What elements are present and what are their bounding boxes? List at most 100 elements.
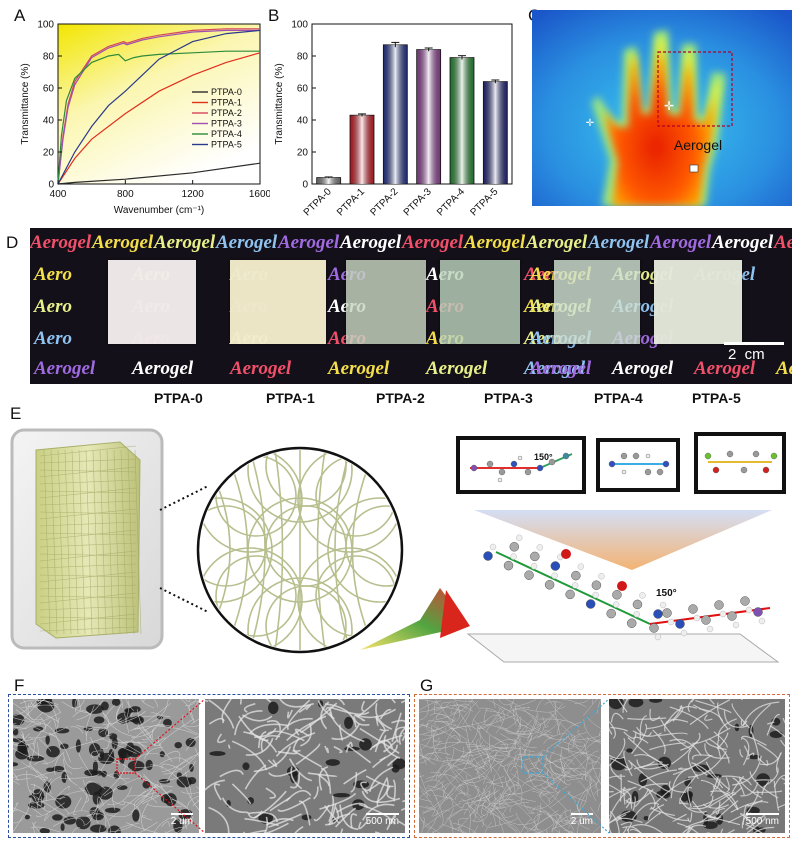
molecule-frame-right [694,432,786,494]
background-word: Aerogel [216,232,278,253]
fiber-loop [297,547,400,650]
pore [54,728,70,734]
legend-entry: PTPA-1 [211,98,242,108]
sem-image-f-low: 2 um [13,699,199,833]
panel-label-g: G [420,676,434,695]
pore [643,815,650,821]
atom [753,607,763,617]
background-word: Aerogel [402,232,464,253]
category-label: PTPA-0 [302,186,334,218]
sample-label-ptpa-1: PTPA-1 [266,390,315,406]
bar-shade [450,57,474,184]
series-line-ptpa-0 [57,162,261,185]
pore [185,738,196,748]
pore [13,762,19,767]
angle-label-bottom: 150° [656,588,677,599]
zoom-box-g [522,756,544,774]
x-tick-label: 1200 [182,189,205,200]
sample-label-ptpa-0: PTPA-0 [154,390,203,406]
pore [116,785,128,791]
y-tick-label: 20 [297,148,309,159]
pore [45,734,50,745]
pore [209,751,226,757]
angle-label-top: 150° [534,452,553,462]
pore [142,780,151,789]
pore [60,823,65,831]
zoom-line [159,587,209,613]
pore [628,699,644,708]
pore [163,718,172,727]
pore [119,751,125,766]
category-label: PTPA-2 [368,186,400,218]
pore [333,793,351,798]
atom [727,611,737,621]
atom [606,608,616,619]
atom [644,468,652,476]
y-tick-label: 20 [43,148,55,159]
atom [621,469,627,475]
atom [498,468,506,476]
sample-label-ptpa-3: PTPA-3 [484,390,533,406]
background-word: Aerogel [526,232,588,253]
crosshair-icon: ✛ [664,99,674,113]
pore [27,801,45,809]
y-tick-label: 80 [43,52,55,63]
x-tick-label: 800 [117,189,134,200]
atom [653,609,663,619]
atom [656,468,664,476]
sem-image-g-high: 500 nm [609,699,785,833]
pore [626,748,633,753]
sem-panel-g: 2 um 500 nm [414,694,790,838]
background-word: Aerogel [464,232,526,253]
atom [510,460,518,468]
panel-label-d: D [6,233,19,252]
bar-shade [350,115,374,184]
molecule-plane [466,633,780,663]
background-word: Aero [524,328,562,349]
pore [127,760,145,772]
background-word: Aerogel [328,358,390,379]
background-word: Aerogel [92,232,154,253]
thermal-aerogel-label: Aerogel [674,137,722,153]
scale-label-f-low: 2 um [170,813,193,827]
pore [13,728,19,736]
fiber-loop [297,450,400,553]
panel-label-f: F [14,676,25,695]
marker-square-icon [689,164,699,173]
sample-photo: Aerogel Aerogel Aerogel Aerogel Aerogel Aerog… [30,228,792,384]
aerogel-sample-ptpa-0 [108,260,196,344]
transmittance-bar-chart: PTPA-0 PTPA-1 PTPA-2 PTPA-3 PTPA-4 PTPA-5 0 20… [274,20,513,218]
atom [662,460,670,468]
sem-image-f-high: 500 nm [205,699,405,833]
atom [712,466,720,474]
aerogel-sample-ptpa-3 [440,260,520,344]
y-tick-label: 40 [297,116,309,127]
pore [392,758,405,770]
legend-entry: PTPA-4 [211,129,242,139]
atom [544,580,555,590]
series-line-ptpa-5 [57,29,261,185]
pore [111,737,118,750]
pore [75,815,91,830]
atom [591,580,602,590]
fiber-loop [200,547,303,650]
background-word: Aerogel [776,358,792,379]
atom [675,619,685,629]
atom [740,596,750,606]
pore [268,701,279,715]
pore [93,716,105,724]
atom [486,460,494,468]
pore [657,756,671,769]
atom [632,452,640,460]
pore [61,771,68,783]
zoom-cone [360,588,468,650]
background-word: Aero [34,328,72,349]
atom [509,542,520,552]
crosshair-icon: ✛ [586,118,594,129]
background-word: Aerogel [774,232,792,253]
pore [325,759,341,766]
zoom-line [542,772,610,834]
sem-panel-f: 2 um 500 nm [8,694,410,838]
background-word: Aerogel [230,358,292,379]
